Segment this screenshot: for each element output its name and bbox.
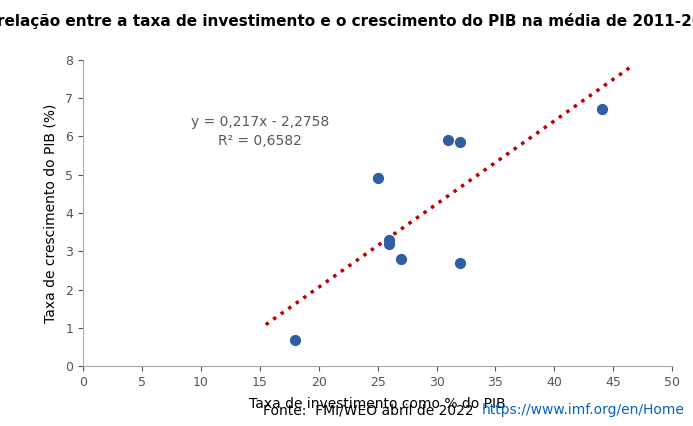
Point <box>596 106 607 113</box>
Text: Correlação entre a taxa de investimento e o crescimento do PIB na média de 2011-: Correlação entre a taxa de investimento … <box>0 13 693 29</box>
X-axis label: Taxa de investimento como % do PIB: Taxa de investimento como % do PIB <box>249 397 506 412</box>
Point <box>384 236 395 243</box>
Text: Fonte:  FMI/WEO abril de 2022: Fonte: FMI/WEO abril de 2022 <box>263 403 483 417</box>
Text: y = 0,217x - 2,2758
R² = 0,6582: y = 0,217x - 2,2758 R² = 0,6582 <box>191 115 329 148</box>
Y-axis label: Taxa de crescimento do PIB (%): Taxa de crescimento do PIB (%) <box>43 104 57 322</box>
Point <box>443 137 454 144</box>
Point <box>455 138 466 145</box>
Point <box>455 259 466 266</box>
Point <box>372 175 383 182</box>
Point <box>396 256 407 262</box>
Text: https://www.imf.org/en/Home: https://www.imf.org/en/Home <box>482 403 685 417</box>
Point <box>290 336 301 343</box>
Point <box>384 240 395 247</box>
